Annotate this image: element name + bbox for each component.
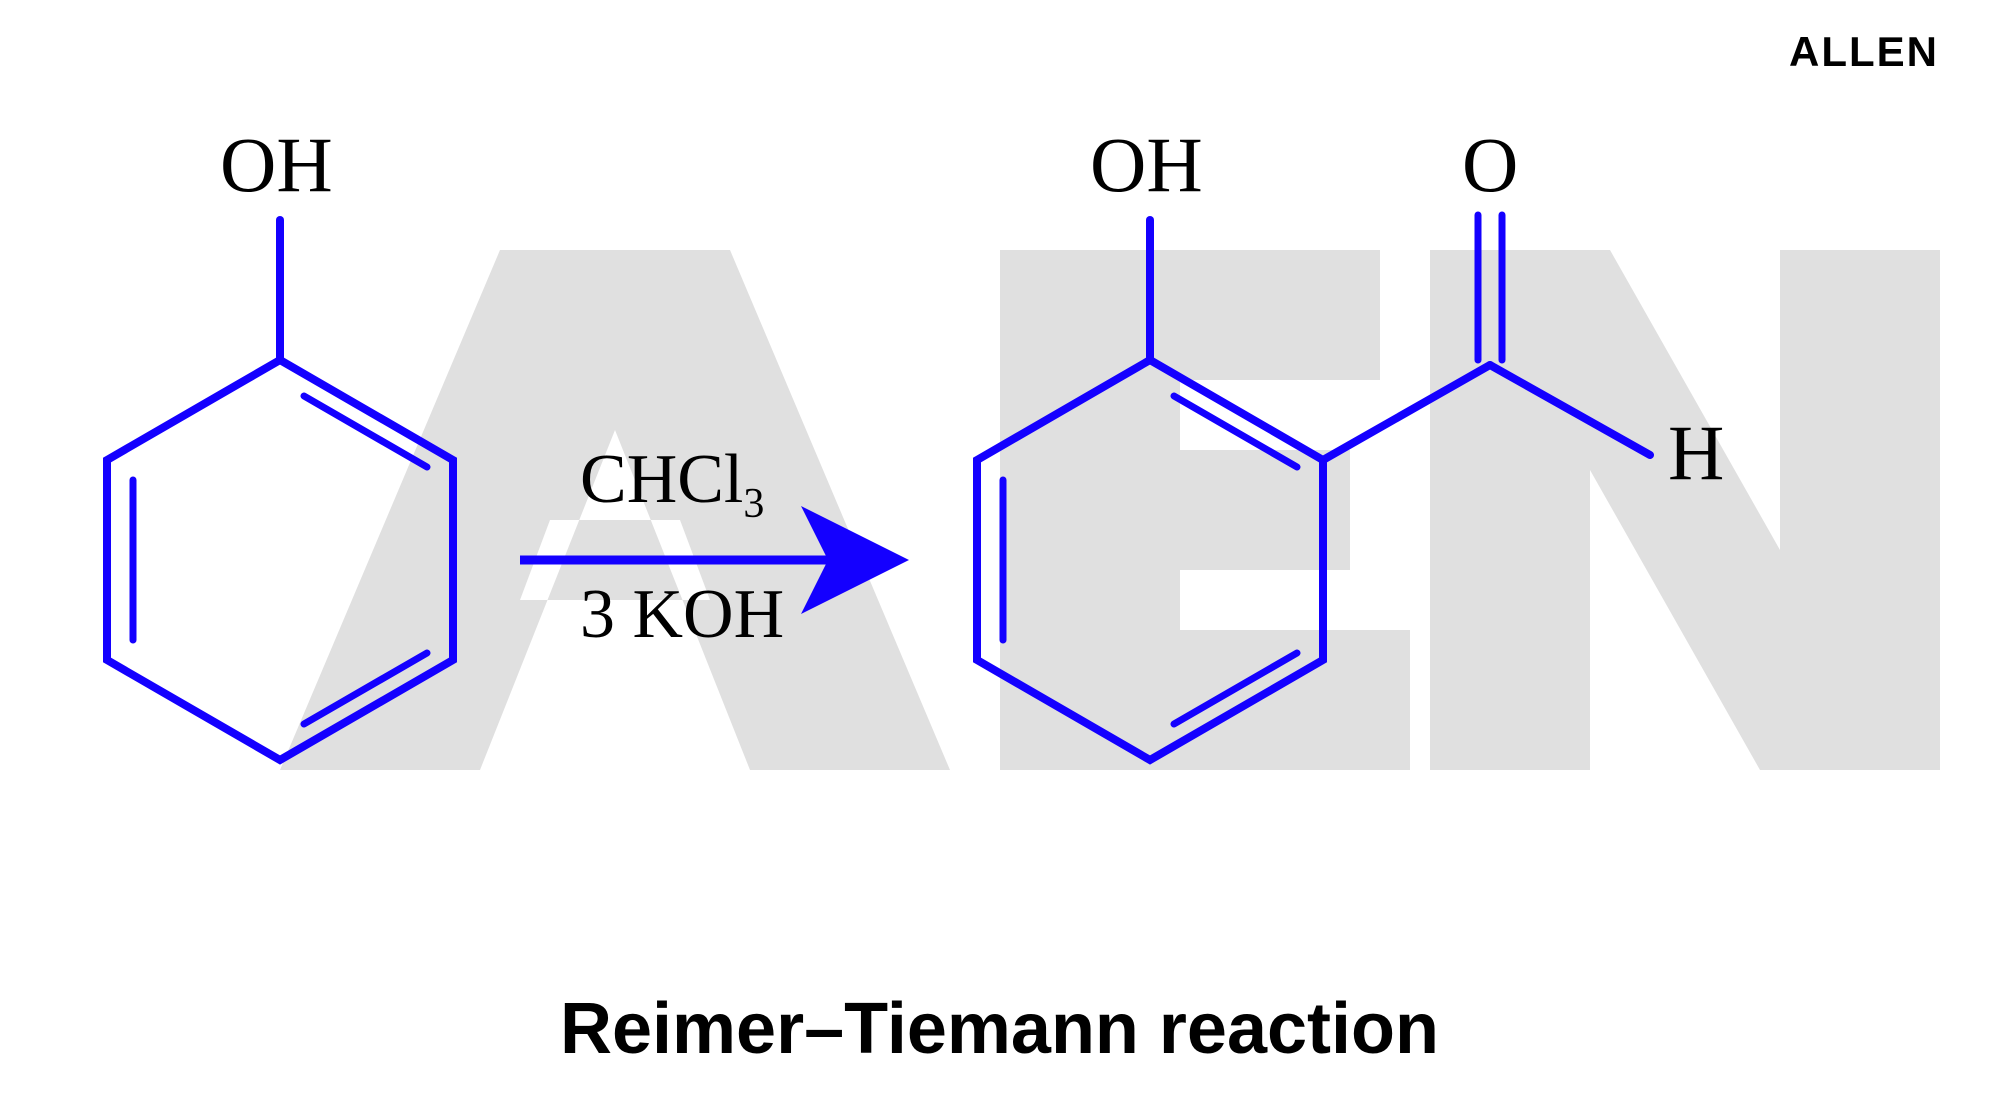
brand-logo: ALLEN bbox=[1789, 28, 1939, 76]
label-reagent-bottom: 3 KOH bbox=[580, 575, 784, 655]
label-o-right: O bbox=[1462, 120, 1518, 210]
label-h-right: H bbox=[1668, 408, 1724, 498]
reaction-caption: Reimer–Tiemann reaction bbox=[0, 988, 1999, 1070]
label-oh-right: OH bbox=[1090, 120, 1203, 210]
label-reagent-top: CHCl3 bbox=[580, 440, 764, 528]
reagent-top-text: CHCl bbox=[580, 441, 743, 518]
label-oh-left: OH bbox=[220, 120, 333, 210]
reagent-top-sub: 3 bbox=[743, 481, 764, 527]
